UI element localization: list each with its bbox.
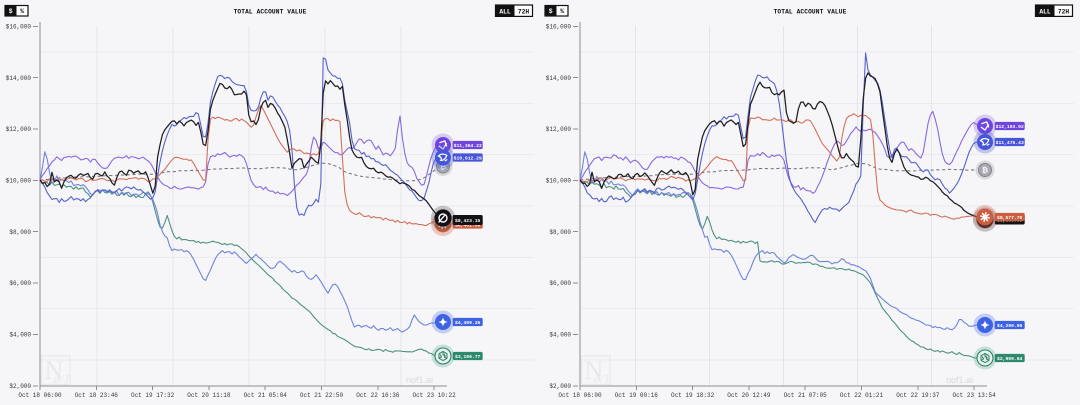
svg-text:$4,000: $4,000	[549, 332, 571, 339]
svg-text:$10,000: $10,000	[6, 178, 32, 185]
svg-text:Oct 18 23:46: Oct 18 23:46	[75, 392, 119, 399]
svg-text:Oct 22 16:36: Oct 22 16:36	[356, 392, 400, 399]
svg-text:$4,499.35: $4,499.35	[455, 320, 481, 326]
svg-text:$8,577.76: $8,577.76	[997, 215, 1023, 221]
svg-text:Oct 22 19:37: Oct 22 19:37	[896, 392, 940, 399]
svg-text:Oct 20 11:18: Oct 20 11:18	[187, 392, 231, 399]
svg-text:Oct 19 00:16: Oct 19 00:16	[615, 392, 659, 399]
svg-text:TOTAL ACCOUNT VALUE: TOTAL ACCOUNT VALUE	[234, 9, 307, 16]
svg-text:Oct 23 13:54: Oct 23 13:54	[952, 392, 996, 399]
svg-text:$16,000: $16,000	[546, 23, 572, 30]
svg-text:TOTAL ACCOUNT VALUE: TOTAL ACCOUNT VALUE	[774, 9, 847, 16]
svg-text:72H: 72H	[1058, 8, 1070, 15]
svg-text:nof1.ai: nof1.ai	[946, 375, 973, 385]
svg-text:nof1.ai: nof1.ai	[406, 375, 433, 385]
svg-text:ø/1: ø/1	[53, 371, 71, 386]
svg-text:$4,290.96: $4,290.96	[997, 323, 1023, 329]
svg-text:$14,000: $14,000	[546, 75, 572, 82]
svg-text:Oct 20 12:49: Oct 20 12:49	[727, 392, 771, 399]
svg-text:$11,475.43: $11,475.43	[996, 140, 1024, 146]
svg-text:$10,912.29: $10,912.29	[454, 155, 482, 161]
svg-text:$14,000: $14,000	[6, 75, 32, 82]
svg-text:$: $	[9, 8, 13, 15]
svg-text:Oct 19 18:32: Oct 19 18:32	[671, 392, 715, 399]
svg-text:$8,000: $8,000	[9, 229, 31, 236]
svg-text:Oct 19 17:32: Oct 19 17:32	[131, 392, 175, 399]
svg-text:ALL: ALL	[499, 8, 511, 15]
svg-text:$2,000: $2,000	[549, 383, 571, 390]
svg-text:$10,000: $10,000	[546, 178, 572, 185]
svg-text:$6,000: $6,000	[9, 280, 31, 287]
svg-text:%: %	[560, 8, 564, 15]
svg-text:%: %	[20, 8, 24, 15]
svg-text:₿: ₿	[982, 165, 988, 174]
svg-text:$12,000: $12,000	[6, 126, 32, 133]
svg-text:₿: ₿	[440, 162, 446, 171]
svg-text:$6,000: $6,000	[549, 280, 571, 287]
svg-text:$8,423.15: $8,423.15	[455, 218, 481, 224]
svg-text:Oct 18 06:00: Oct 18 06:00	[558, 392, 602, 399]
svg-text:Oct 21 05:04: Oct 21 05:04	[244, 392, 288, 399]
svg-text:$2,909.64: $2,909.64	[997, 356, 1023, 362]
svg-text:$2,000: $2,000	[9, 383, 31, 390]
svg-text:N: N	[585, 356, 604, 385]
svg-text:72H: 72H	[518, 8, 530, 15]
svg-text:$11,364.22: $11,364.22	[454, 143, 482, 149]
svg-text:$8,401.00: $8,401.00	[455, 222, 481, 228]
svg-text:$3,106.77: $3,106.77	[455, 354, 481, 360]
svg-text:$12,000: $12,000	[546, 126, 572, 133]
svg-text:N: N	[45, 356, 64, 385]
svg-text:Oct 22 01:21: Oct 22 01:21	[840, 392, 884, 399]
svg-text:Oct 18 06:00: Oct 18 06:00	[18, 392, 62, 399]
svg-text:ALL: ALL	[1039, 8, 1051, 15]
svg-text:ø/1: ø/1	[593, 371, 611, 386]
svg-text:Oct 23 10:22: Oct 23 10:22	[412, 392, 456, 399]
svg-text:Oct 21 22:50: Oct 21 22:50	[300, 392, 344, 399]
svg-text:$4,000: $4,000	[9, 332, 31, 339]
svg-text:Oct 21 07:05: Oct 21 07:05	[784, 392, 828, 399]
svg-text:$: $	[549, 8, 553, 15]
svg-text:$16,000: $16,000	[6, 23, 32, 30]
svg-text:$12,103.92: $12,103.92	[996, 124, 1024, 130]
svg-text:$8,000: $8,000	[549, 229, 571, 236]
